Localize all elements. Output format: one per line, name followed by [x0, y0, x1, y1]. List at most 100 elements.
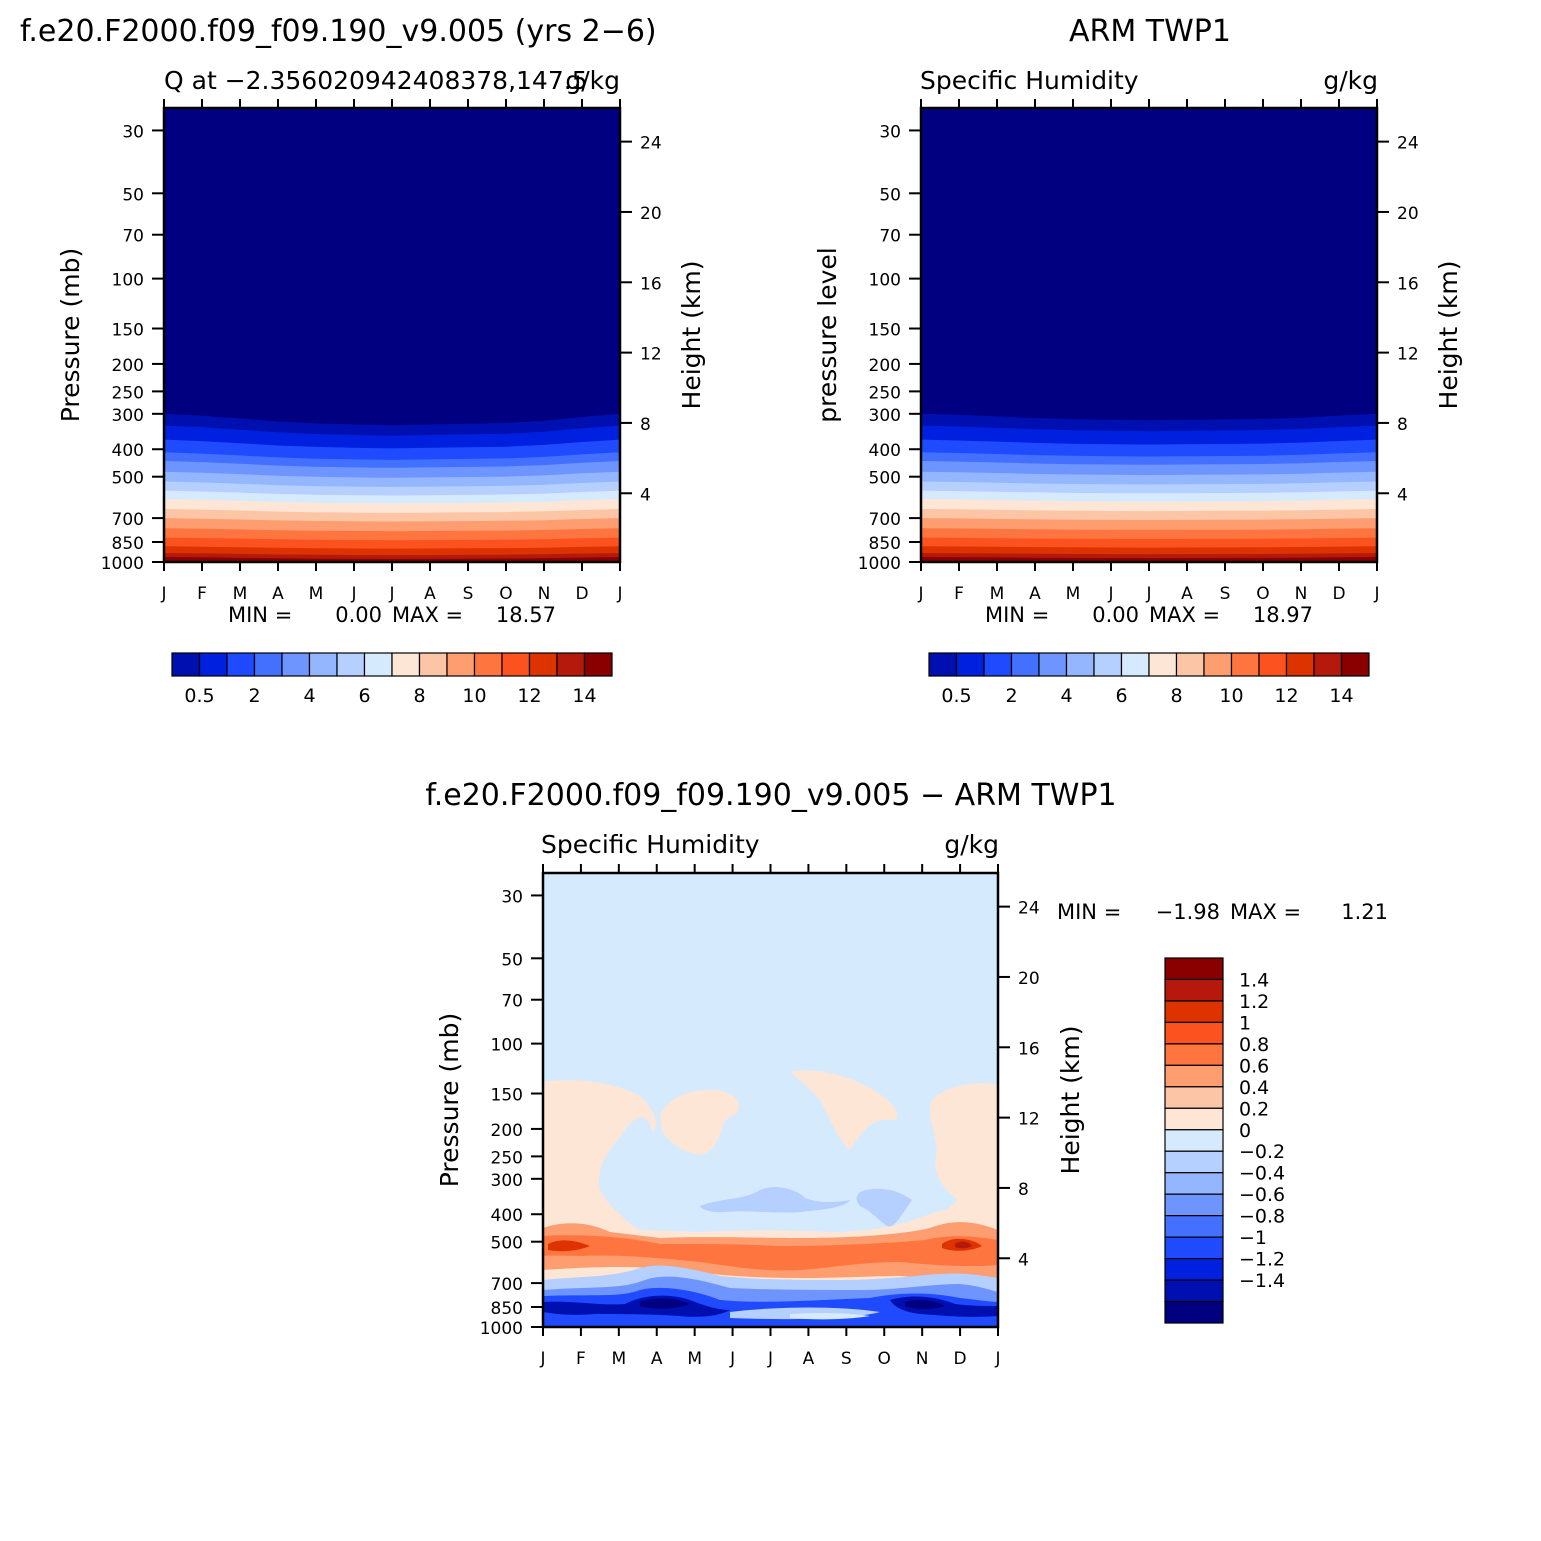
obs-colorbar-box	[928, 652, 958, 677]
obs-pressure-label: 1000	[858, 554, 901, 574]
diff-colorbar-box	[1164, 1107, 1224, 1131]
model-max-value: 18.57	[496, 603, 556, 627]
diff-colorbar-label: −1.2	[1239, 1249, 1285, 1271]
obs-pressure-label: 500	[869, 469, 901, 489]
model-pressure-label: 30	[122, 122, 144, 142]
obs-height-label: 20	[1397, 204, 1419, 224]
obs-contour-field	[921, 108, 1377, 562]
model-panel-units: g/kg	[565, 66, 620, 95]
obs-colorbar-box	[1093, 652, 1123, 677]
obs-colorbar-label: 14	[1329, 685, 1353, 707]
obs-month-label: S	[1220, 584, 1231, 604]
obs-figure-title: ARM TWP1	[1069, 14, 1231, 49]
obs-colorbar-label: 12	[1274, 685, 1298, 707]
diff-colorbar-box	[1164, 1043, 1224, 1066]
diff-colorbar-label: 0	[1239, 1120, 1251, 1142]
diff-upper-positive-right	[790, 1070, 898, 1150]
model-colorbar-box	[198, 652, 228, 677]
obs-colorbar-box	[1340, 652, 1370, 677]
model-colorbar-label: 8	[413, 685, 425, 707]
diff-ylabel: Pressure (mb)	[435, 1013, 464, 1187]
model-pressure-label: 150	[112, 321, 144, 341]
model-colorbar-label: 12	[517, 685, 541, 707]
diff-colorbar-box	[1164, 1236, 1224, 1260]
obs-colorbar-label: 2	[1005, 685, 1017, 707]
diff-pressure-label: 30	[501, 887, 523, 907]
diff-month-label: J	[729, 1349, 735, 1369]
obs-height-label: 8	[1397, 415, 1408, 435]
obs-colorbar-box	[1258, 652, 1288, 677]
obs-month-label: J	[1145, 584, 1151, 604]
obs-month-label: A	[1181, 584, 1193, 604]
diff-month-label: F	[576, 1349, 586, 1369]
model-ylabel: Pressure (mb)	[56, 248, 85, 422]
diff-surface-whitish	[790, 1312, 870, 1320]
diff-upper-positive-east	[918, 1083, 998, 1232]
diff-y2label: Height (km)	[1056, 1026, 1085, 1175]
obs-month-label: F	[954, 584, 964, 604]
diff-negative-core-max	[640, 1298, 945, 1309]
model-month-label: M	[233, 584, 248, 604]
model-colorbar-box	[556, 652, 586, 677]
model-panel-title: Q at −2.356020942408378,147.5	[164, 66, 588, 95]
diff-colorbar-label: 1	[1239, 1012, 1251, 1034]
diff-panel: Specific Humidity g/kg	[435, 830, 1388, 1369]
model-figure-title: f.e20.F2000.f09_f09.190_v9.005 (yrs 2−6)	[20, 14, 657, 49]
model-height-label: 24	[640, 134, 662, 154]
model-contour-field	[164, 108, 620, 562]
model-pressure-label: 1000	[101, 554, 144, 574]
diff-pressure-label: 100	[491, 1036, 523, 1056]
model-max-label: MAX =	[392, 603, 463, 627]
model-axes: J F M A M J J A S O N D J 30 50 70 100 150 200 250 300 400 500…	[101, 99, 662, 604]
diff-pressure-label: 50	[501, 950, 523, 970]
obs-month-label: J	[1107, 584, 1113, 604]
model-colorbar-box	[391, 652, 421, 677]
model-month-label: M	[309, 584, 324, 604]
model-pressure-label: 700	[112, 510, 144, 530]
model-month-label: J	[388, 584, 394, 604]
diff-colorbar-label: −0.6	[1239, 1184, 1285, 1206]
obs-colorbar-box	[1203, 652, 1233, 677]
diff-colorbar-label: −1.4	[1239, 1270, 1285, 1292]
diff-height-label: 20	[1018, 969, 1040, 989]
diff-mid-negative-east	[856, 1188, 912, 1228]
model-colorbar-label: 2	[248, 685, 260, 707]
diff-colorbar-box	[1164, 978, 1224, 1002]
obs-height-label: 4	[1397, 485, 1408, 505]
model-month-label: J	[350, 584, 356, 604]
diff-colorbar-label: 0.4	[1239, 1077, 1269, 1099]
obs-month-label: M	[1066, 584, 1081, 604]
obs-pressure-label: 850	[869, 534, 901, 554]
model-colorbar-box	[253, 652, 283, 677]
diff-colorbar-box	[1164, 1150, 1224, 1174]
obs-max-label: MAX =	[1149, 603, 1220, 627]
diff-height-label: 24	[1018, 899, 1040, 919]
obs-pressure-label: 700	[869, 510, 901, 530]
diff-pressure-label: 400	[491, 1206, 523, 1226]
obs-colorbar-label: 10	[1219, 685, 1243, 707]
obs-month-label: A	[1029, 584, 1041, 604]
obs-colorbar-box	[1175, 652, 1205, 677]
diff-colorbar: 1.41.210.80.60.40.20−0.2−0.4−0.6−0.8−1−1…	[1164, 957, 1285, 1324]
diff-pressure-label: 150	[491, 1086, 523, 1106]
model-height-label: 16	[640, 274, 662, 294]
model-height-label: 12	[640, 345, 662, 365]
obs-colorbar-label: 6	[1115, 685, 1127, 707]
obs-pressure-label: 30	[879, 122, 901, 142]
diff-max-value: 1.21	[1341, 900, 1388, 924]
diff-colorbar-box	[1164, 1000, 1224, 1024]
diff-height-label: 4	[1018, 1250, 1029, 1270]
model-colorbar-box	[473, 652, 503, 677]
diff-colorbar-box	[1164, 957, 1224, 981]
diff-min-value: −1.98	[1156, 900, 1220, 924]
obs-panel-units: g/kg	[1323, 66, 1378, 95]
model-colorbar-box	[418, 652, 448, 677]
obs-height-label: 12	[1397, 345, 1419, 365]
diff-colorbar-label: 1.2	[1239, 991, 1269, 1013]
obs-min-value: 0.00	[1092, 603, 1139, 627]
model-month-label: J	[160, 584, 166, 604]
diff-height-label: 8	[1018, 1180, 1029, 1200]
diff-mid-negative-west	[700, 1187, 850, 1213]
model-y2label: Height (km)	[677, 261, 706, 410]
obs-pressure-label: 200	[869, 356, 901, 376]
